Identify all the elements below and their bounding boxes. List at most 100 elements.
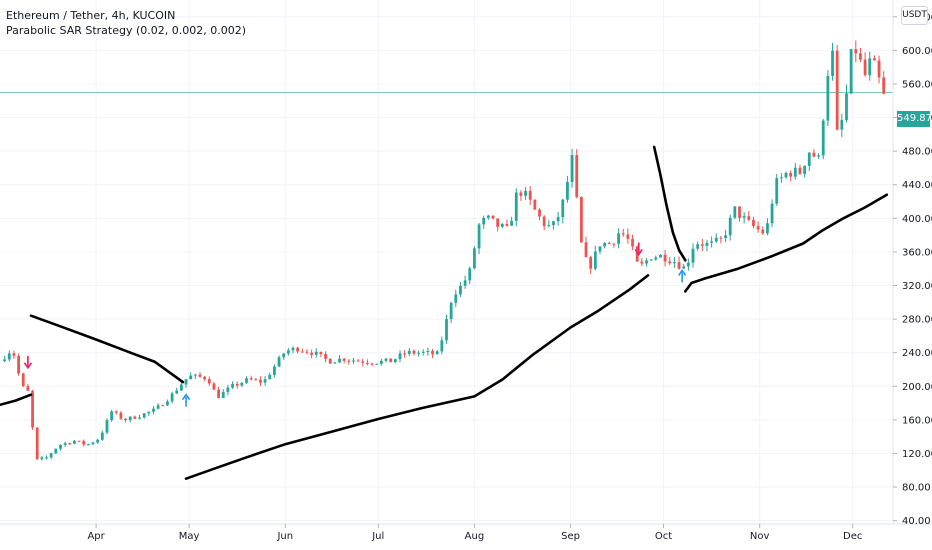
y-tick-label: 560.00 (902, 79, 932, 90)
y-tick-label: 320.00 (902, 281, 932, 292)
currency-button[interactable]: USDT (901, 6, 928, 25)
candle-body (840, 120, 844, 130)
candle-body (645, 260, 648, 264)
candle-body (31, 390, 34, 428)
sar-line (0, 393, 33, 407)
candle-body (412, 350, 416, 354)
candle-body (519, 192, 523, 196)
candle-body (547, 225, 551, 227)
candle-body (361, 361, 365, 363)
candle-body (440, 340, 444, 352)
x-axis[interactable]: Apr May Jun Jul Aug Sep Oct Nov Dec (87, 524, 862, 542)
candle-body (682, 266, 686, 269)
sell-signal-arrow-icon[interactable] (634, 242, 643, 256)
y-tick-label: 400.00 (902, 214, 932, 225)
candle-body (161, 405, 165, 407)
candle-body (273, 366, 276, 375)
candle-body (231, 383, 234, 388)
candle-body (793, 167, 797, 177)
y-tick-label: 40.00 (902, 516, 931, 527)
candle-body (235, 383, 239, 386)
candle-body (212, 383, 216, 390)
candle-body (249, 378, 253, 380)
x-tick-label: Dec (843, 531, 862, 542)
candle-body (612, 243, 616, 245)
buy-signal-arrow-icon[interactable] (677, 269, 687, 283)
candle-body (552, 221, 555, 226)
candle-body (454, 294, 458, 303)
indicator-title[interactable]: Parabolic SAR Strategy (0.02, 0.002, 0.0… (6, 24, 247, 37)
candle-body (477, 224, 481, 249)
candle-body (221, 391, 225, 399)
candle-body (742, 216, 746, 218)
candle-body (635, 246, 639, 262)
candle-body (747, 216, 751, 220)
candle-body (710, 241, 714, 243)
symbol-title[interactable]: Ethereum / Tether, 4h, KUCOIN (6, 9, 176, 22)
candle-body (277, 357, 281, 367)
candle-body (305, 351, 309, 353)
candle-body (138, 417, 141, 419)
candle-body (347, 360, 351, 362)
candle-body (286, 350, 290, 354)
candle-body (3, 359, 7, 362)
sar-line (29, 314, 185, 384)
candle-body (514, 192, 518, 221)
gridlines (0, 0, 893, 524)
candle-body (696, 244, 700, 249)
candle-body (686, 262, 690, 267)
candle-body (500, 223, 504, 227)
candle-body (68, 443, 72, 445)
y-tick-label: 160.00 (902, 415, 932, 426)
candle-body (714, 237, 718, 242)
candle-body (170, 393, 174, 402)
candle-body (310, 352, 314, 355)
candle-body (863, 59, 867, 76)
candle-body (542, 216, 546, 227)
candle-body (766, 223, 769, 234)
candle-body (882, 77, 886, 94)
candle-body (77, 440, 81, 442)
candle-body (254, 379, 258, 381)
candle-body (91, 442, 95, 445)
candle-body (761, 229, 765, 234)
candle-body (114, 411, 118, 413)
candle-body (459, 285, 462, 295)
candles-layer (3, 40, 886, 461)
candle-body (296, 347, 300, 352)
candle-body (314, 351, 318, 355)
candle-body (463, 280, 467, 286)
candle-body (617, 233, 620, 244)
candle-body (203, 376, 207, 380)
candle-body (496, 218, 500, 227)
candle-body (156, 405, 160, 409)
candle-body (375, 363, 379, 365)
buy-signal-arrow-icon[interactable] (181, 393, 191, 407)
candle-body (812, 152, 816, 157)
candle-body (86, 444, 90, 446)
candle-body (803, 165, 807, 174)
candle-body (417, 352, 420, 354)
candle-body (584, 242, 588, 258)
candle-body (561, 199, 565, 218)
candle-body (728, 217, 732, 236)
candle-body (184, 379, 188, 385)
y-tick-label: 480.00 (902, 147, 932, 158)
sell-signal-arrow-icon[interactable] (23, 355, 33, 370)
y-tick-label: 200.00 (902, 382, 932, 393)
candle-body (733, 206, 737, 218)
candle-body (96, 439, 100, 443)
candle-body (575, 155, 579, 198)
candle-body (17, 355, 21, 374)
candle-body (854, 49, 858, 54)
candle-body (389, 358, 393, 363)
arrow-head (634, 248, 643, 256)
candle-body (435, 351, 439, 355)
candle-body (35, 427, 39, 460)
candle-body (473, 248, 476, 269)
candle-body (207, 379, 211, 384)
candle-body (342, 358, 346, 361)
candle-body (784, 172, 788, 178)
candle-body (877, 60, 881, 78)
